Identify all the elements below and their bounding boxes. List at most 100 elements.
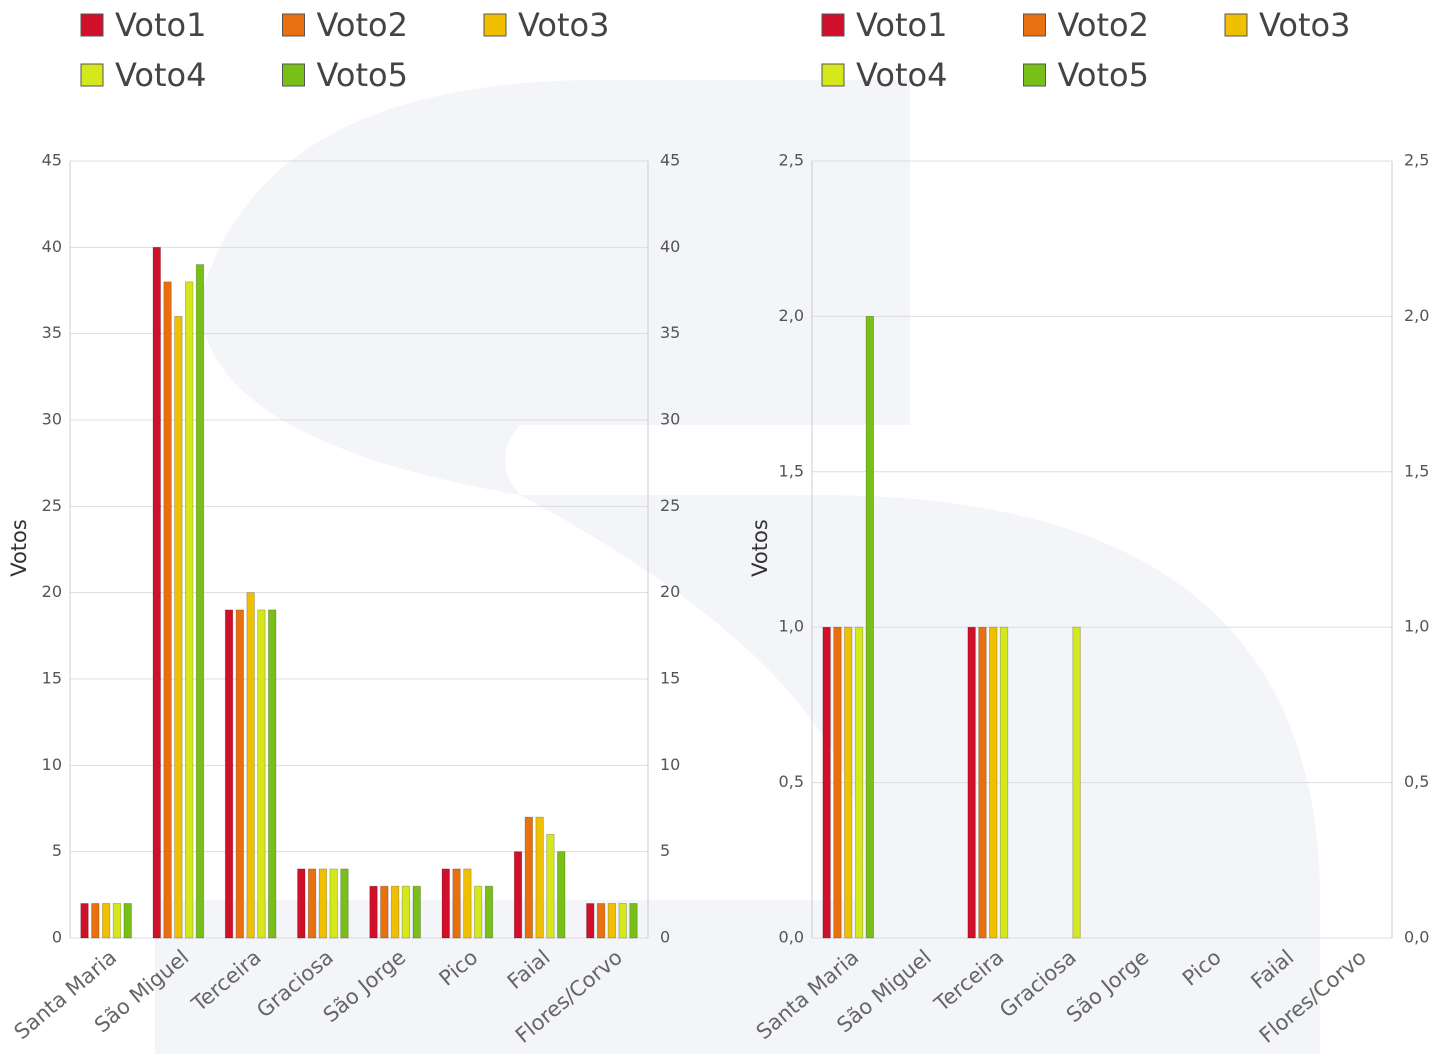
bar [854,626,864,939]
y2-tick-label: 35 [660,323,680,342]
bar [257,609,266,939]
bar [596,903,606,939]
legend-label: Voto5 [317,56,408,94]
y2-tick-label: 30 [660,410,680,429]
bar [185,281,194,939]
bar [91,903,100,939]
legend-swatch [483,13,507,37]
bar [246,592,255,939]
y2-tick-label: 0 [660,928,670,947]
bar [967,626,976,939]
bar [235,609,244,939]
bar [452,868,461,939]
bar [586,903,595,939]
y2-tick-label: 25 [660,496,680,515]
y2-tick-label: 10 [660,755,680,774]
watermark [155,80,1320,1054]
bar [1072,626,1081,939]
legend-label: Voto1 [856,6,947,44]
bar [112,903,122,939]
y-tick-label: 15 [42,669,62,688]
bar [865,315,874,939]
bar [401,885,411,939]
bar [463,868,472,939]
bar [557,851,566,939]
legend-label: Voto1 [115,6,206,44]
bar [989,626,998,939]
bar [329,868,338,939]
y2-tick-label: 15 [660,669,680,688]
y-tick-label: 30 [42,410,62,429]
y2-tick-label: 45 [660,151,680,170]
y-tick-label: 35 [42,323,62,342]
y-tick-label: 0 [52,928,62,947]
legend-label: Voto2 [1058,6,1149,44]
legend-label: Voto3 [1259,6,1350,44]
y2-tick-label: 1,0 [1404,617,1429,636]
y-tick-label: 0,0 [779,928,804,947]
bar [340,868,349,939]
bar [844,626,853,939]
bar [174,315,183,939]
bar [474,885,483,939]
y-tick-label: 45 [42,151,62,170]
bar [513,851,523,939]
bar [546,834,555,939]
bar [380,885,389,939]
y-axis-title: Votos [7,519,31,577]
bar [978,626,987,939]
bar [101,903,111,939]
legend-swatch [821,63,845,87]
bar [318,868,328,939]
y2-tick-label: 2,5 [1404,151,1429,170]
bar [535,816,544,939]
legend-swatch [1023,13,1046,37]
bar [822,626,831,939]
legend-swatch [282,63,305,87]
bar [195,264,205,939]
y2-tick-label: 2,0 [1404,306,1429,325]
bar [297,868,306,939]
bar [412,885,421,939]
y2-tick-label: 20 [660,582,680,601]
bar [369,885,378,939]
y2-tick-label: 0,0 [1404,928,1429,947]
y-axis-title: Votos [748,519,772,577]
legend-label: Voto3 [518,6,609,44]
y2-tick-label: 5 [660,841,670,860]
bar [618,903,627,939]
bar [307,868,317,939]
legend-label: Voto2 [317,6,408,44]
bar [999,626,1009,939]
bar [268,609,277,939]
bar [80,903,89,939]
y2-tick-label: 0,5 [1404,772,1429,791]
y2-tick-label: 1,5 [1404,461,1429,480]
y-tick-label: 1,0 [779,617,804,636]
bar [441,868,450,939]
bar [524,816,533,939]
bar [484,885,494,939]
y-tick-label: 10 [42,755,62,774]
y-tick-label: 20 [42,582,62,601]
bar [390,885,400,939]
y-tick-label: 0,5 [779,772,804,791]
y-tick-label: 1,5 [779,461,804,480]
bar [152,246,161,939]
bar [123,903,132,939]
bar [629,903,638,939]
legend-swatch [1224,13,1248,37]
bar [833,626,842,939]
legend-swatch [1023,63,1046,87]
y-tick-label: 5 [52,841,62,860]
bar [163,281,172,939]
legend-swatch [821,13,845,37]
y-tick-label: 25 [42,496,62,515]
y-tick-label: 40 [42,237,62,256]
y2-tick-label: 40 [660,237,680,256]
bar [224,609,234,939]
legend-label: Voto4 [115,56,206,94]
legend-swatch [80,63,104,87]
legend-label: Voto4 [856,56,947,94]
